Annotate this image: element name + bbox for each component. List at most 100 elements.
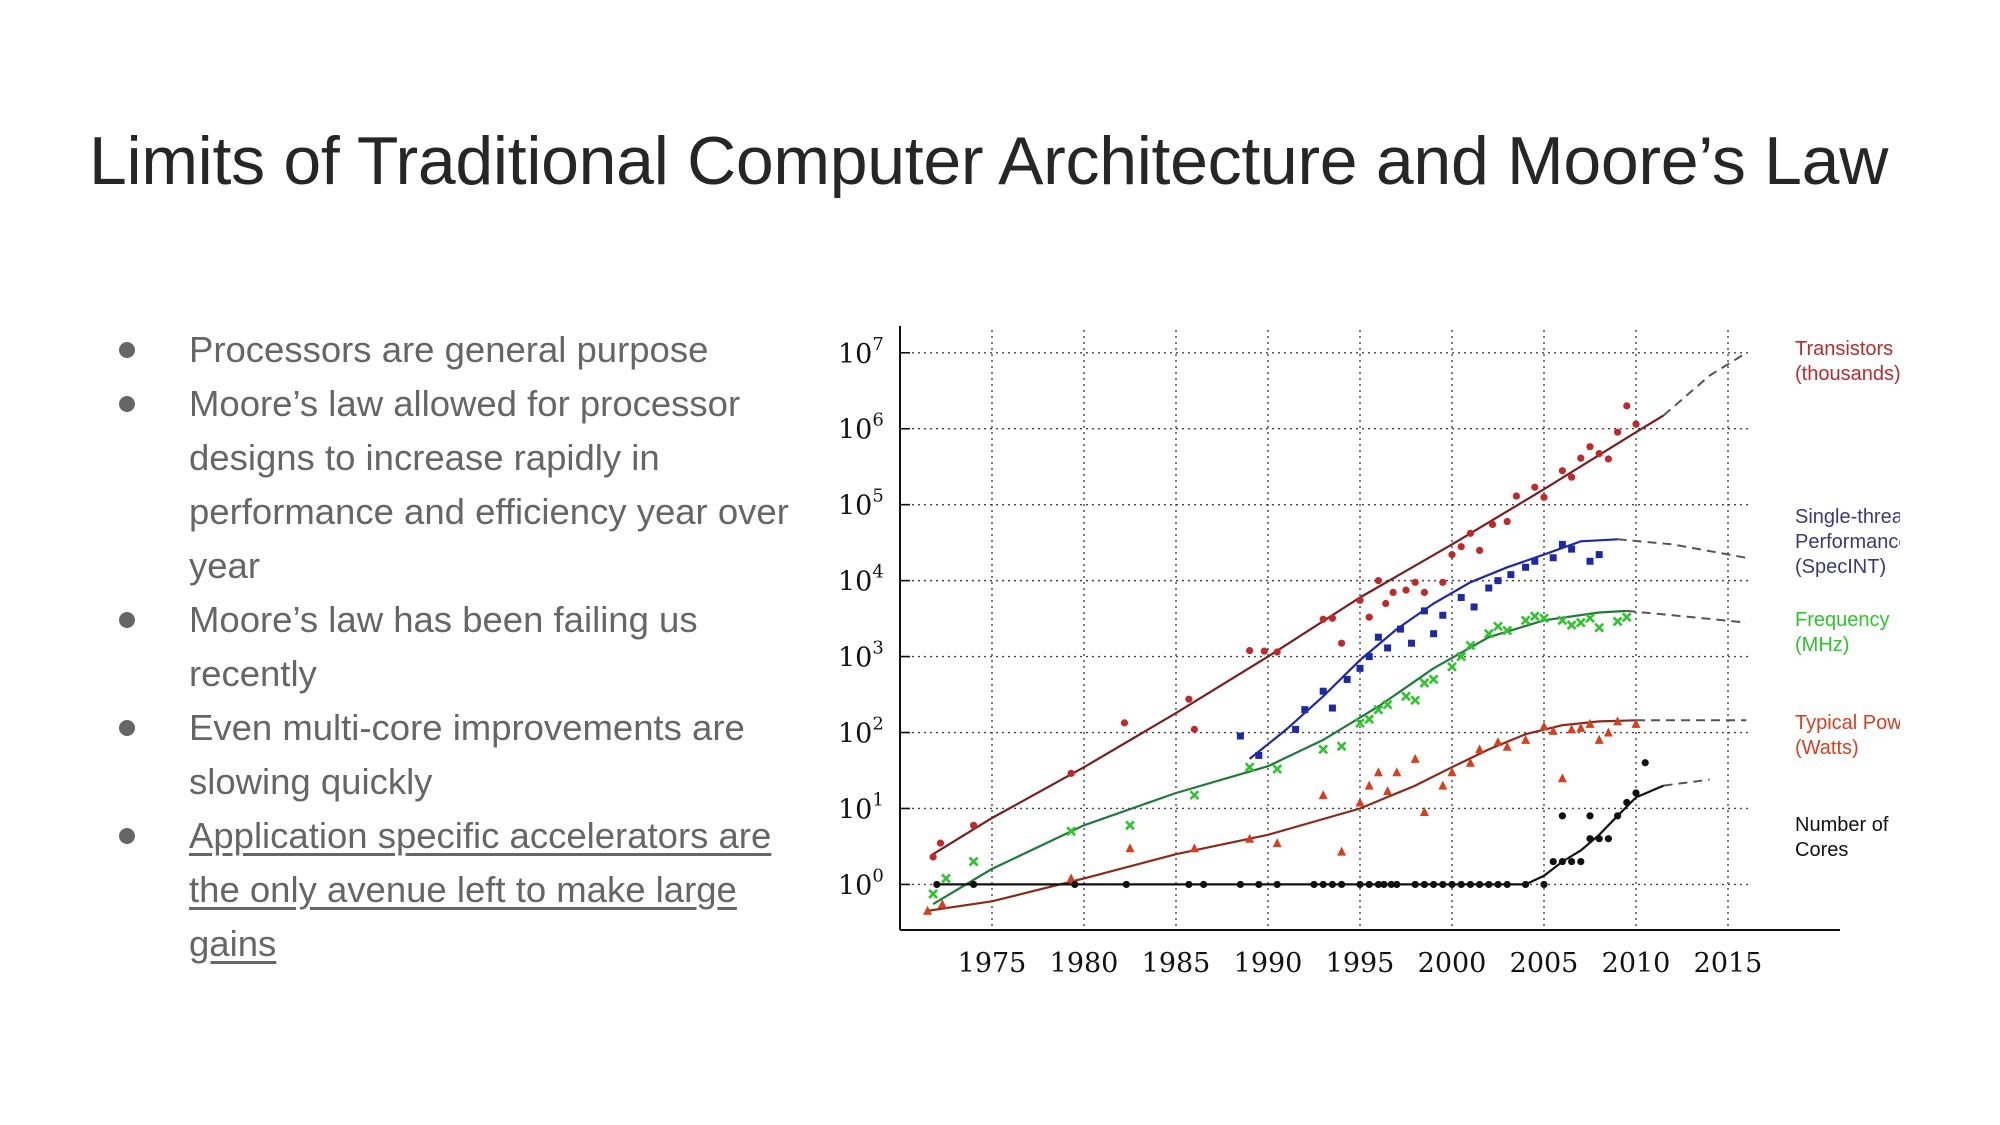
- frequency-mhz-point: [1410, 695, 1421, 706]
- frequency-mhz-point: [1125, 820, 1135, 831]
- typical-power-watts-point: [1189, 843, 1199, 853]
- typical-power-watts-point: [1272, 838, 1282, 848]
- slide-title: Limits of Traditional Computer Architect…: [89, 123, 1889, 199]
- typical-power-watts-point: [1521, 734, 1531, 744]
- typical-power-watts-point: [1594, 734, 1604, 744]
- number-of-cores-point: [1420, 880, 1428, 889]
- typical-power-watts-point: [1576, 722, 1586, 732]
- typical-power-watts-point: [1419, 806, 1429, 816]
- typical-power-watts-point: [923, 905, 933, 915]
- transistors-thousands-point: [1586, 443, 1594, 451]
- number-of-cores-point: [1586, 812, 1594, 820]
- y-tick-label: 106: [838, 410, 884, 446]
- frequency-mhz-point: [1336, 741, 1347, 752]
- frequency-mhz-point: [1272, 764, 1283, 775]
- number-of-cores-trend-line: [936, 784, 1665, 886]
- frequency-mhz-point: [1621, 612, 1632, 623]
- frequency-mhz-point: [1419, 678, 1430, 688]
- number-of-cores-point: [1503, 880, 1511, 889]
- single-thread-performance-specint-point: [1485, 584, 1493, 592]
- y-tick-label: 102: [838, 714, 884, 750]
- frequency-mhz-point: [1585, 613, 1595, 624]
- frequency-mhz-point: [1318, 744, 1329, 755]
- number-of-cores-point: [1540, 880, 1548, 889]
- transistors-thousands-point: [936, 839, 945, 847]
- single-thread-performance-specint-point: [1420, 607, 1428, 615]
- single-thread-performance-specint-point: [1301, 706, 1309, 714]
- typical-power-watts-point: [1245, 833, 1255, 843]
- single-thread-performance-specint-point: [1365, 653, 1373, 661]
- typical-power-watts-point: [1392, 767, 1402, 777]
- transistors-thousands-point: [1448, 551, 1456, 559]
- typical-power-watts-point: [1438, 780, 1448, 790]
- x-tick-label: 2010: [1602, 948, 1671, 979]
- frequency-mhz-point: [1483, 628, 1494, 639]
- y-tick-label: 103: [838, 638, 884, 674]
- number-of-cores-point: [1380, 880, 1388, 889]
- transistors-thousands-point: [1614, 428, 1622, 436]
- transistors-thousands-point: [1120, 719, 1129, 727]
- transistors-thousands-point: [1338, 639, 1346, 647]
- single-thread-performance-specint-point: [1457, 593, 1465, 601]
- frequency-mhz-point: [1594, 622, 1605, 633]
- single-thread-performance-specint-point: [1522, 563, 1530, 571]
- typical-power-watts-point: [1475, 744, 1485, 754]
- number-of-cores-point: [1641, 759, 1649, 767]
- transistors-thousands-point: [1382, 599, 1390, 608]
- number-of-cores-point: [1411, 880, 1419, 889]
- typical-power-watts-point: [1364, 780, 1374, 790]
- single-thread-performance-specint-point: [1430, 630, 1438, 638]
- single-thread-performance-specint-point: [1531, 557, 1539, 565]
- transistors-thousands-point: [1319, 615, 1327, 623]
- single-thread-performance-specint-legend-label: Single-threadPerformance(SpecINT): [1795, 506, 1900, 578]
- number-of-cores-point: [1485, 880, 1493, 889]
- frequency-mhz-point: [1364, 714, 1375, 725]
- number-of-cores-point: [1273, 880, 1281, 889]
- frequency-mhz-point: [1557, 615, 1568, 626]
- transistors-thousands-point: [1260, 647, 1268, 655]
- typical-power-watts-point: [1585, 718, 1595, 728]
- transistors-thousands-point: [1457, 543, 1465, 551]
- number-of-cores-point: [1577, 857, 1585, 866]
- transistors-thousands-point: [1328, 614, 1336, 622]
- number-of-cores-point: [1122, 880, 1130, 889]
- typical-power-watts-point: [1493, 737, 1503, 747]
- bullet-item: Moore’s law has been failing us recently: [112, 593, 792, 701]
- single-thread-performance-specint-point: [1494, 577, 1502, 585]
- number-of-cores-point: [1200, 880, 1208, 889]
- x-tick-label: 2000: [1418, 948, 1487, 979]
- typical-power-watts-point: [1373, 767, 1383, 777]
- typical-power-watts-point: [937, 899, 947, 909]
- transistors-thousands-point: [1420, 588, 1428, 596]
- transistors-thousands-point: [1540, 493, 1548, 501]
- x-tick-label: 1980: [1050, 948, 1119, 979]
- transistors-thousands-point: [1577, 454, 1585, 462]
- number-of-cores-point: [1595, 835, 1603, 843]
- number-of-cores-point: [1549, 857, 1557, 866]
- bullet-list: Processors are general purpose Moore’s l…: [112, 323, 792, 971]
- transistors-thousands-trend-line: [932, 414, 1665, 856]
- x-tick-label: 1985: [1142, 948, 1211, 979]
- transistors-thousands-point: [1512, 492, 1520, 500]
- bullet-text: Processors are general purpose: [189, 329, 709, 370]
- number-of-cores-point: [1522, 880, 1530, 889]
- accelerators-link[interactable]: Application specific accelerators are th…: [189, 815, 772, 964]
- transistors-thousands-point: [970, 821, 978, 829]
- frequency-mhz-point: [1244, 762, 1255, 773]
- frequency-mhz-point: [1355, 718, 1365, 729]
- number-of-cores-projection-line: [1663, 778, 1710, 787]
- transistors-thousands-point: [1503, 517, 1511, 526]
- number-of-cores-point: [1310, 880, 1318, 889]
- number-of-cores-point: [1558, 812, 1566, 820]
- x-tick-label: 2005: [1510, 948, 1579, 979]
- number-of-cores-point: [1457, 880, 1465, 889]
- bullet-dot-icon: [119, 828, 135, 844]
- single-thread-performance-specint-point: [1328, 704, 1336, 712]
- transistors-thousands-point: [1185, 695, 1193, 703]
- chart-tick-labels: 1975 1980 1985 1990 1995 2000 2005 2010 2015 100 1…: [838, 334, 1762, 979]
- x-tick-label: 1975: [958, 948, 1027, 979]
- number-of-cores-point: [1614, 812, 1622, 820]
- transistors-thousands-point: [1067, 769, 1075, 777]
- typical-power-watts-point: [1539, 721, 1549, 731]
- bullet-item: Even multi-core improvements are slowing…: [112, 701, 792, 809]
